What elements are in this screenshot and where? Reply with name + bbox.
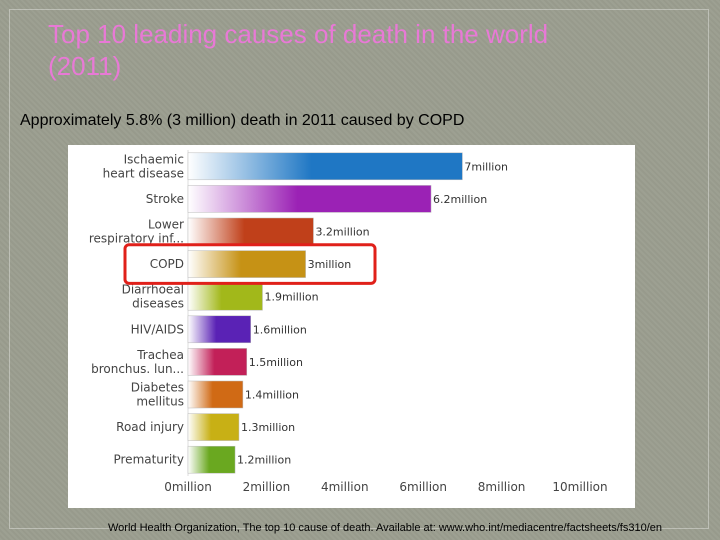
category-label-1: Stroke xyxy=(146,192,184,206)
value-label-0: 7million xyxy=(464,160,508,173)
category-label-2: Lower respiratory inf... xyxy=(89,218,184,246)
value-label-4: 1.9million xyxy=(264,291,318,304)
category-label-3: COPD xyxy=(150,257,184,271)
slide-title: Top 10 leading causes of death in the wo… xyxy=(48,18,688,82)
bar-2 xyxy=(187,217,314,246)
value-label-5: 1.6million xyxy=(253,323,307,336)
category-label-4: Diarrhoeal diseases xyxy=(122,283,184,311)
slide-title-line-1: Top 10 leading causes of death in the wo… xyxy=(48,19,549,49)
value-label-7: 1.4million xyxy=(245,389,299,402)
category-label-7: Diabetes mellitus xyxy=(131,381,184,409)
x-tick-label-4: 8million xyxy=(478,480,526,494)
bar-5 xyxy=(187,315,251,344)
value-label-9: 1.2million xyxy=(237,454,291,467)
slide-frame xyxy=(9,9,709,529)
bar-4 xyxy=(187,282,263,311)
value-label-3: 3million xyxy=(308,258,352,271)
x-tick-label-5: 10million xyxy=(552,480,607,494)
slide-subtitle: Approximately 5.8% (3 million) death in … xyxy=(20,112,465,129)
source-citation: World Health Organization, The top 10 ca… xyxy=(108,522,662,534)
category-label-5: HIV/AIDS xyxy=(131,322,184,336)
category-label-9: Prematurity xyxy=(113,453,184,467)
bar-3 xyxy=(187,250,306,278)
x-tick-label-1: 2million xyxy=(243,480,291,494)
bar-6 xyxy=(187,348,248,376)
bar-1 xyxy=(187,185,432,213)
x-tick-label-2: 4million xyxy=(321,480,369,494)
bar-chart: 7million Ischaemic heart disease 6.2million… xyxy=(89,150,608,494)
x-tick-label-0: 0million xyxy=(164,480,212,494)
slide-title-line-2: (2011) xyxy=(48,51,122,81)
category-label-0: Ischaemic heart disease xyxy=(103,152,184,180)
bar-7 xyxy=(187,380,244,409)
value-label-6: 1.5million xyxy=(249,356,303,369)
bar-0 xyxy=(187,152,463,181)
value-label-2: 3.2million xyxy=(315,226,369,239)
highlight-box-3 xyxy=(123,243,377,285)
value-label-1: 6.2million xyxy=(433,193,487,206)
category-label-8: Road injury xyxy=(116,420,184,434)
x-tick-label-3: 6million xyxy=(399,480,447,494)
bar-8 xyxy=(187,413,240,441)
value-label-8: 1.3million xyxy=(241,421,295,434)
chart-panel: 7million Ischaemic heart disease 6.2million… xyxy=(68,145,635,508)
bar-9 xyxy=(187,445,236,474)
category-label-6: Trachea bronchus. lun... xyxy=(91,348,184,376)
